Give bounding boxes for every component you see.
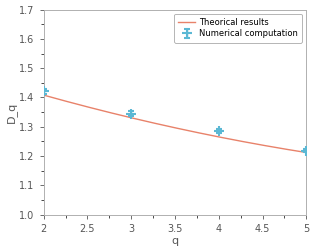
Theorical results [198, 132, 202, 135]
Theorical results [43, 94, 46, 97]
Theorical results [263, 144, 267, 147]
Theorical results [197, 131, 201, 134]
Legend: Theorical results, Numerical computation: Theorical results, Numerical computation [174, 14, 302, 43]
Theorical results [203, 133, 206, 136]
Theorical results [304, 151, 308, 154]
Theorical results [280, 147, 284, 150]
Line: Theorical results: Theorical results [44, 95, 306, 152]
X-axis label: q: q [171, 236, 179, 246]
Theorical results [42, 93, 46, 97]
Y-axis label: D_q: D_q [6, 102, 16, 123]
